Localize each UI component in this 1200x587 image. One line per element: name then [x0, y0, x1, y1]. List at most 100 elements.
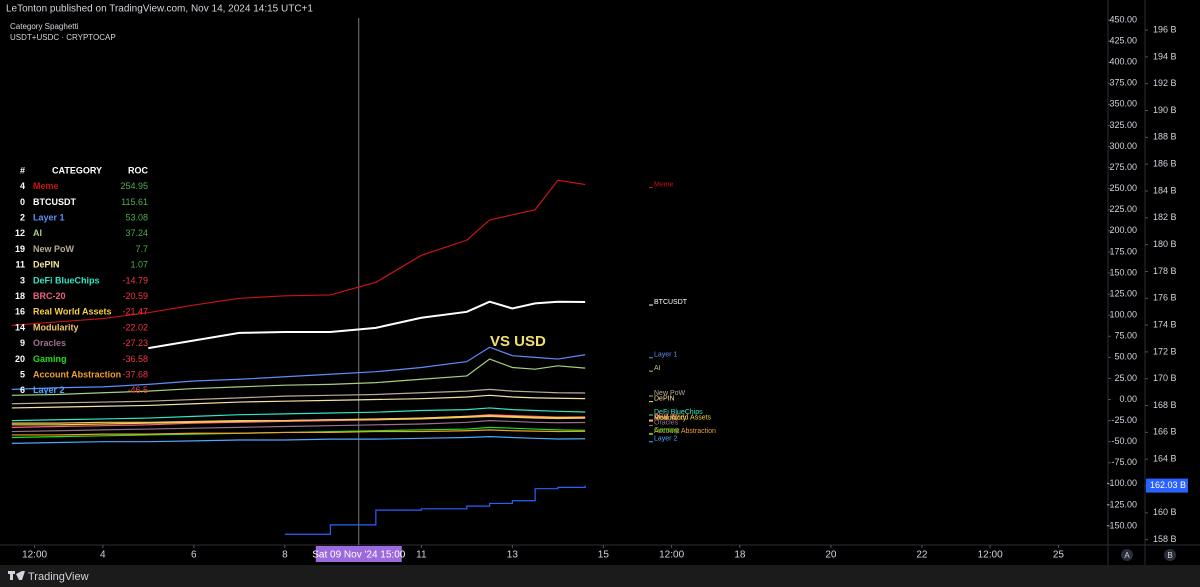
series-line — [11, 346, 586, 391]
series-line — [11, 436, 586, 444]
table-header: CATEGORY — [52, 165, 102, 175]
y-tick-label: 350.00 — [1109, 99, 1137, 109]
symbol: USDT+USDC · CRYPTOCAP — [10, 33, 116, 42]
x-tick-label: 11 — [416, 550, 427, 561]
row-id: 18 — [15, 291, 25, 301]
series-end-label: Gaming — [654, 427, 679, 434]
button[interactable] — [1121, 549, 1133, 561]
row-category: New PoW — [33, 244, 75, 254]
y2-tick-label: 196 B — [1153, 24, 1177, 34]
button-label[interactable]: B — [1167, 551, 1172, 560]
indicator-title: Category Spaghetti — [10, 22, 79, 31]
x-tick-label: 12:00 — [22, 550, 47, 561]
y2-tick-label: 172 B — [1153, 346, 1177, 356]
y-tick-label: 125.00 — [1109, 288, 1137, 298]
publisher: LeTonton published on TradingView.com, N… — [6, 4, 313, 15]
series-line — [11, 407, 586, 422]
series-line — [148, 300, 586, 350]
row-id: 2 — [20, 212, 25, 222]
series-end-label: Layer 1 — [654, 352, 677, 359]
series-end-label: Modularity — [654, 415, 687, 422]
y-tick-label: -100.00 — [1106, 478, 1137, 488]
footer-bar — [0, 565, 1200, 587]
y-tick-label: 50.00 — [1114, 352, 1137, 362]
row-category: BTCUSDT — [33, 197, 76, 207]
row-roc: 53.08 — [125, 212, 148, 222]
y2-tick-label: 168 B — [1153, 400, 1177, 410]
table-header: ROC — [128, 165, 149, 175]
row-id: 6 — [20, 385, 25, 395]
button[interactable] — [1164, 549, 1176, 561]
y-tick-label: 325.00 — [1109, 120, 1137, 130]
row-category: Layer 1 — [33, 212, 65, 222]
series-line — [11, 358, 586, 396]
series-line — [11, 394, 586, 409]
row-id: 9 — [20, 338, 25, 348]
row-id: 12 — [15, 228, 25, 238]
y-tick-label: 200.00 — [1109, 225, 1137, 235]
series-end-label: BRC-20 — [654, 414, 679, 421]
row-roc: 37.24 — [125, 228, 148, 238]
row-roc: -46.5 — [127, 385, 148, 395]
series-line — [11, 426, 586, 439]
y2-tick-label: 170 B — [1153, 373, 1177, 383]
y2-tick-label: 184 B — [1153, 185, 1177, 195]
x-tick-label: 8 — [282, 550, 288, 561]
row-category: Account Abstraction — [33, 369, 121, 379]
brand: TradingView — [28, 571, 89, 583]
row-category: Layer 2 — [33, 385, 65, 395]
y2-tick-label: 174 B — [1153, 319, 1177, 329]
y-tick-label: 300.00 — [1109, 141, 1137, 151]
y-tick-label: -150.00 — [1106, 520, 1137, 530]
row-category: Gaming — [33, 354, 67, 364]
x-tick-label: 25 — [1053, 550, 1065, 561]
row-id: 19 — [15, 244, 25, 254]
y-tick-label: 450.00 — [1109, 14, 1137, 24]
row-roc: -14.79 — [122, 275, 148, 285]
x-tick-label: 4 — [100, 550, 106, 561]
row-id: 5 — [20, 369, 25, 379]
x-tick-label: 22 — [916, 550, 928, 561]
row-roc: 7.7 — [135, 244, 148, 254]
button-label[interactable]: A — [1124, 551, 1130, 560]
y-tick-label: 100.00 — [1109, 310, 1137, 320]
y2-tick-label: 192 B — [1153, 78, 1177, 88]
series-end-label: Real World Assets — [654, 414, 712, 421]
table-header: # — [20, 165, 25, 175]
y-tick-label: 375.00 — [1109, 78, 1137, 88]
y2-tick-label: 166 B — [1153, 427, 1177, 437]
row-roc: 1.07 — [130, 260, 148, 270]
row-id: 20 — [15, 354, 25, 364]
row-roc: -21.47 — [122, 307, 148, 317]
row-category: BRC-20 — [33, 291, 66, 301]
row-id: 4 — [20, 181, 25, 191]
y-tick-label: 0.00 — [1119, 394, 1137, 404]
y-tick-label: -75.00 — [1111, 457, 1137, 467]
series-line — [11, 429, 586, 436]
series-end-label: DeFi BlueChips — [654, 409, 703, 416]
row-category: Real World Assets — [33, 307, 112, 317]
series-end-label: Layer 2 — [654, 436, 677, 443]
series-end-label: Oracles — [654, 419, 679, 426]
price-tag-label: 162.03 B — [1150, 480, 1186, 490]
row-roc: 254.95 — [120, 181, 148, 191]
y-tick-label: -25.00 — [1111, 415, 1137, 425]
row-roc: -22.02 — [122, 322, 148, 332]
row-id: 0 — [20, 197, 25, 207]
y-tick-label: 225.00 — [1109, 204, 1137, 214]
y-tick-label: 175.00 — [1109, 246, 1137, 256]
series-line — [11, 388, 586, 405]
row-roc: -27.23 — [122, 338, 148, 348]
y2-tick-label: 178 B — [1153, 266, 1177, 276]
y2-tick-label: 186 B — [1153, 159, 1177, 169]
y2-tick-label: 176 B — [1153, 293, 1177, 303]
row-roc: -36.58 — [122, 354, 148, 364]
row-id: 11 — [15, 260, 25, 270]
y2-tick-label: 160 B — [1153, 507, 1177, 517]
row-id: 16 — [15, 307, 25, 317]
crosshair-box — [315, 546, 402, 562]
y2-tick-label: 190 B — [1153, 105, 1177, 115]
y2-tick-label: 164 B — [1153, 454, 1177, 464]
